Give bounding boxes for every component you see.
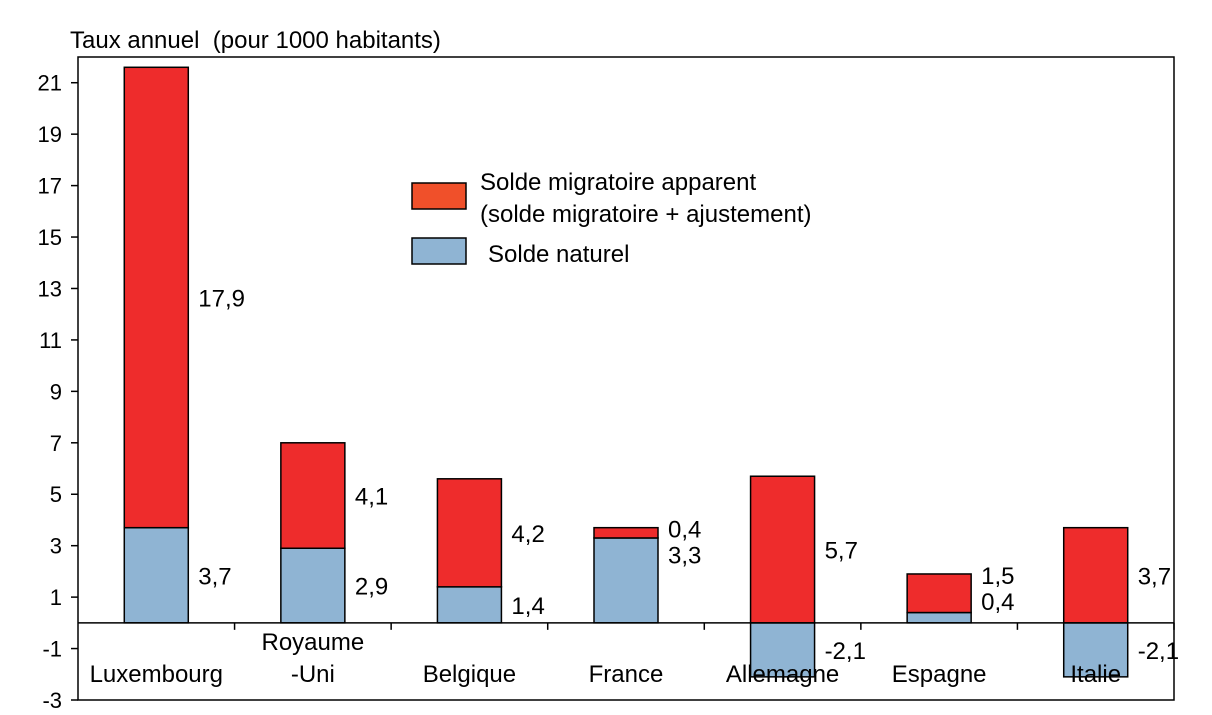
category-label: Espagne	[892, 661, 987, 688]
y-tick-label: 3	[50, 534, 62, 559]
y-tick-label: 17	[38, 174, 62, 199]
data-label-solde-migratoire: 17,9	[198, 285, 245, 312]
y-tick-label: 9	[50, 379, 62, 404]
y-axis: 21 19 17 15 13 11 9 7 5 3 1 -1 -3	[38, 71, 78, 713]
legend-label-solde-naturel: Solde naturel	[488, 241, 629, 268]
category-label: Royaume	[261, 629, 364, 656]
y-tick-label: 13	[38, 276, 62, 301]
data-label-solde-naturel: -2,1	[825, 638, 866, 665]
data-label-solde-naturel: 2,9	[355, 574, 388, 601]
legend-label-solde-migratoire-line2: (solde migratoire + ajustement)	[480, 201, 811, 228]
legend-label-solde-migratoire: Solde migratoire apparent	[480, 169, 756, 196]
y-tick-label: 5	[50, 482, 62, 507]
bar-solde-migratoire	[593, 526, 659, 539]
bar-solde-naturel	[906, 611, 972, 624]
y-tick-label: 1	[50, 585, 62, 610]
category-label: Luxembourg	[90, 661, 223, 688]
y-tick-label: 15	[38, 225, 62, 250]
data-label-solde-naturel: 3,3	[668, 543, 701, 570]
bar-solde-migratoire	[906, 573, 972, 614]
data-label-solde-naturel: 3,7	[198, 563, 231, 590]
category-label: Italie	[1070, 661, 1121, 688]
bar-solde-naturel	[123, 526, 190, 624]
y-axis-title: Taux annuel (pour 1000 habitants)	[70, 27, 441, 54]
y-tick-label: -1	[42, 637, 62, 662]
data-label-solde-migratoire: 4,2	[511, 521, 544, 548]
bar-solde-naturel	[436, 586, 503, 624]
category-label: Allemagne	[726, 661, 839, 688]
bar-solde-migratoire	[436, 478, 503, 588]
data-label-solde-naturel: 1,4	[511, 593, 544, 620]
bar-solde-migratoire	[123, 66, 190, 529]
data-label-solde-migratoire: 4,1	[355, 484, 388, 511]
bar-solde-migratoire	[1062, 526, 1129, 624]
y-tick-label: 21	[38, 71, 62, 96]
x-axis-ticks	[233, 622, 1175, 630]
plot-area	[77, 56, 1175, 701]
data-label-solde-migratoire: 3,7	[1138, 563, 1171, 590]
data-labels: 3,717,92,94,11,44,23,30,4-2,15,70,41,5-2…	[198, 285, 1179, 664]
legend: Solde migratoire apparent (solde migratoi…	[411, 169, 811, 268]
bar-solde-migratoire	[749, 475, 816, 624]
data-label-solde-naturel: 0,4	[981, 589, 1014, 616]
legend-swatch-solde-migratoire	[411, 182, 467, 210]
bars	[123, 66, 1129, 678]
y-tick-label: 7	[50, 431, 62, 456]
category-labels: Luxembourg Royaume -Uni Belgique France Allem…	[90, 629, 1121, 688]
bar-solde-naturel	[593, 537, 659, 624]
category-label: Belgique	[423, 661, 516, 688]
data-label-solde-migratoire: 0,4	[668, 517, 701, 544]
y-tick-label: 19	[38, 122, 62, 147]
bar-solde-naturel	[280, 547, 346, 624]
bar-solde-naturel	[1062, 622, 1129, 678]
data-label-solde-naturel: -2,1	[1138, 638, 1179, 665]
y-tick-label: -3	[42, 688, 62, 713]
category-label: -Uni	[291, 661, 335, 688]
data-label-solde-migratoire: 5,7	[825, 538, 858, 565]
category-label: France	[589, 661, 664, 688]
data-label-solde-migratoire: 1,5	[981, 563, 1014, 590]
legend-swatch-solde-naturel	[411, 237, 467, 265]
bar-solde-migratoire	[280, 442, 346, 550]
y-tick-label: 11	[39, 328, 62, 353]
